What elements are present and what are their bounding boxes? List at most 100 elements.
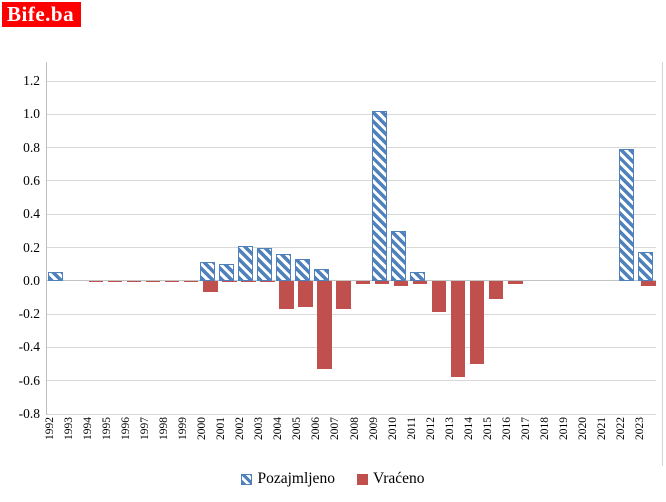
gridline-0.6 bbox=[46, 180, 656, 182]
bar-pozajmljeno-2001 bbox=[219, 264, 235, 281]
x-tick-label-2017: 2017 bbox=[520, 417, 533, 440]
x-tick-label-2021: 2021 bbox=[596, 417, 609, 440]
gridline-0.2 bbox=[46, 247, 656, 248]
x-tick-label-2022: 2022 bbox=[615, 417, 628, 440]
legend-label: Vraćeno bbox=[372, 470, 425, 487]
bar-vraćeno-1994 bbox=[88, 280, 104, 283]
bar-pozajmljeno-2009 bbox=[371, 110, 387, 281]
bar-vraćeno-2009 bbox=[374, 280, 390, 285]
bar-pozajmljeno-2022 bbox=[619, 149, 635, 281]
bar-vraćeno-1995 bbox=[107, 280, 123, 283]
x-tick-label-2015: 2015 bbox=[481, 417, 494, 440]
x-tick-label-2020: 2020 bbox=[577, 417, 590, 440]
x-tick-label-2002: 2002 bbox=[234, 417, 247, 440]
bar-vraćeno-1997 bbox=[145, 280, 161, 283]
x-tick-label-2003: 2003 bbox=[253, 417, 266, 440]
bar-pozajmljeno-2011 bbox=[409, 272, 425, 281]
y-tick-label: 0.2 bbox=[23, 239, 40, 255]
y-tick-label: 1.0 bbox=[23, 106, 40, 122]
bar-vraćeno-1999 bbox=[183, 280, 199, 283]
bar-pozajmljeno-2002 bbox=[238, 245, 254, 281]
bar-vraćeno-2007 bbox=[336, 280, 351, 310]
x-tick-label-2007: 2007 bbox=[329, 417, 342, 440]
x-tick-label-2004: 2004 bbox=[272, 417, 285, 440]
y-axis-line bbox=[46, 62, 47, 415]
bar-pozajmljeno-2006 bbox=[314, 269, 330, 281]
bar-vraćeno-1998 bbox=[164, 280, 180, 283]
bar-pozajmljeno-2023 bbox=[638, 252, 654, 281]
bar-vraćeno-2010 bbox=[393, 280, 409, 286]
x-tick-label-2023: 2023 bbox=[634, 417, 647, 440]
chart-legend: Pozajmljeno Vraćeno bbox=[0, 467, 666, 491]
gridline-1.2 bbox=[46, 80, 656, 82]
x-tick-label-1996: 1996 bbox=[119, 417, 132, 440]
gridline-0.0 bbox=[46, 280, 656, 282]
bar-vraćeno-2015 bbox=[488, 280, 504, 300]
gridline--0.2 bbox=[46, 313, 656, 315]
gridline-0.4 bbox=[46, 213, 656, 215]
y-tick-label: -0.6 bbox=[18, 372, 40, 388]
y-tick-label: 1.2 bbox=[23, 73, 40, 88]
bar-vraćeno-2005 bbox=[298, 280, 313, 308]
bar-vraćeno-2006 bbox=[317, 280, 332, 370]
bar-pozajmljeno-2010 bbox=[390, 230, 406, 281]
x-tick-label-2016: 2016 bbox=[501, 417, 514, 440]
bar-vraćeno-2012 bbox=[431, 280, 447, 313]
bar-vraćeno-2008 bbox=[355, 280, 370, 285]
bar-pozajmljeno-1992 bbox=[47, 272, 63, 281]
x-tick-label-1999: 1999 bbox=[176, 417, 189, 440]
bar-vraćeno-2014 bbox=[469, 280, 485, 365]
x-tick-label-2009: 2009 bbox=[367, 417, 380, 440]
x-tick-label-2005: 2005 bbox=[291, 417, 304, 440]
bar-vraćeno-2002 bbox=[241, 280, 256, 283]
gridline-1.0 bbox=[46, 113, 656, 115]
legend-swatch-icon bbox=[356, 473, 368, 485]
bar-pozajmljeno-2003 bbox=[257, 247, 273, 281]
x-tick-label-1992: 1992 bbox=[43, 417, 56, 440]
bar-vraćeno-2011 bbox=[412, 280, 428, 285]
x-tick-label-2001: 2001 bbox=[215, 417, 228, 440]
bar-vraćeno-2003 bbox=[260, 280, 275, 283]
y-tick-label: 0.8 bbox=[23, 139, 40, 155]
y-tick-label: -0.8 bbox=[18, 406, 40, 421]
x-tick-label-1997: 1997 bbox=[138, 417, 151, 440]
legend-swatch-icon bbox=[241, 473, 253, 485]
x-tick-label-1998: 1998 bbox=[157, 417, 170, 440]
gridline--0.8 bbox=[46, 413, 656, 415]
plot-right-border bbox=[662, 62, 663, 466]
gridline-0.8 bbox=[46, 147, 656, 149]
x-tick-label-2013: 2013 bbox=[443, 417, 456, 440]
site-logo[interactable]: Bife.ba bbox=[2, 2, 82, 27]
x-tick-label-2000: 2000 bbox=[196, 417, 209, 440]
x-tick-label-2010: 2010 bbox=[386, 417, 399, 440]
bar-vraćeno-2013 bbox=[450, 280, 466, 378]
bar-vraćeno-1996 bbox=[126, 280, 142, 283]
x-tick-label-2019: 2019 bbox=[558, 417, 571, 440]
gridline--0.6 bbox=[46, 380, 656, 382]
x-tick-label-1995: 1995 bbox=[100, 417, 113, 440]
y-tick-label: -0.2 bbox=[18, 306, 40, 322]
bar-vraćeno-2000 bbox=[203, 280, 218, 293]
bar-vraćeno-2001 bbox=[222, 280, 237, 283]
y-tick-label: -0.4 bbox=[18, 339, 40, 355]
y-tick-label: 0.4 bbox=[23, 206, 40, 222]
bar-vraćeno-2016 bbox=[508, 280, 523, 285]
x-tick-label-1993: 1993 bbox=[62, 417, 75, 440]
bar-vraćeno-2023 bbox=[641, 280, 656, 286]
gridline--0.4 bbox=[46, 346, 656, 348]
bar-vraćeno-2004 bbox=[279, 280, 294, 310]
y-tick-label: 0.6 bbox=[23, 172, 40, 188]
y-tick-label: 0.0 bbox=[23, 272, 40, 288]
x-tick-label-1994: 1994 bbox=[81, 417, 94, 440]
legend-item-vraćeno: Vraćeno bbox=[356, 470, 425, 488]
legend-label: Pozajmljeno bbox=[257, 470, 335, 487]
bar-pozajmljeno-2000 bbox=[200, 262, 215, 281]
x-tick-label-2014: 2014 bbox=[462, 417, 475, 440]
x-tick-label-2006: 2006 bbox=[310, 417, 323, 440]
x-tick-label-2008: 2008 bbox=[348, 417, 361, 440]
x-tick-label-2018: 2018 bbox=[539, 417, 552, 440]
bar-pozajmljeno-2004 bbox=[276, 254, 292, 281]
x-tick-label-2012: 2012 bbox=[424, 417, 437, 440]
legend-item-pozajmljeno: Pozajmljeno bbox=[241, 470, 335, 488]
